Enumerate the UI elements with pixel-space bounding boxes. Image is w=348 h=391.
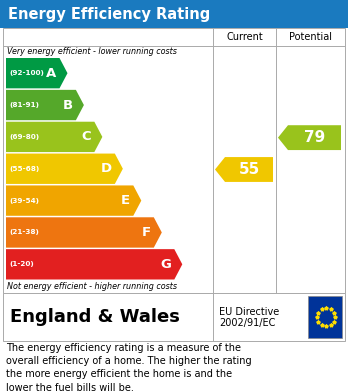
Text: (81-91): (81-91) (9, 102, 39, 108)
Text: C: C (82, 130, 91, 143)
Text: E: E (121, 194, 130, 207)
Text: F: F (142, 226, 151, 239)
Text: (92-100): (92-100) (9, 70, 44, 76)
Text: (39-54): (39-54) (9, 197, 39, 204)
Polygon shape (6, 90, 84, 120)
Bar (0, 0, 348, 28)
Text: 55: 55 (238, 162, 260, 177)
Text: England & Wales: England & Wales (10, 308, 180, 326)
Polygon shape (6, 122, 102, 152)
Polygon shape (6, 217, 162, 248)
Polygon shape (6, 249, 182, 280)
Text: Energy Efficiency Rating: Energy Efficiency Rating (8, 7, 210, 22)
Text: Very energy efficient - lower running costs: Very energy efficient - lower running co… (7, 47, 177, 56)
Text: B: B (63, 99, 73, 111)
Text: A: A (46, 67, 56, 80)
Text: (1-20): (1-20) (9, 261, 34, 267)
Bar (308, 296, 342, 338)
Text: EU Directive: EU Directive (219, 307, 279, 317)
Bar (3, 293, 345, 341)
Text: Potential: Potential (288, 32, 332, 42)
Polygon shape (6, 58, 68, 88)
Text: The energy efficiency rating is a measure of the
overall efficiency of a home. T: The energy efficiency rating is a measur… (6, 343, 252, 391)
Text: (21-38): (21-38) (9, 230, 39, 235)
Bar (3, 28, 345, 293)
Text: 2002/91/EC: 2002/91/EC (219, 318, 275, 328)
Polygon shape (6, 154, 123, 184)
Text: (69-80): (69-80) (9, 134, 39, 140)
Text: D: D (101, 162, 112, 175)
Text: G: G (160, 258, 171, 271)
Polygon shape (278, 125, 341, 150)
Text: Current: Current (226, 32, 263, 42)
Text: 79: 79 (304, 130, 325, 145)
Text: Not energy efficient - higher running costs: Not energy efficient - higher running co… (7, 282, 177, 291)
Text: (55-68): (55-68) (9, 166, 39, 172)
Polygon shape (6, 185, 141, 216)
Polygon shape (215, 157, 273, 182)
